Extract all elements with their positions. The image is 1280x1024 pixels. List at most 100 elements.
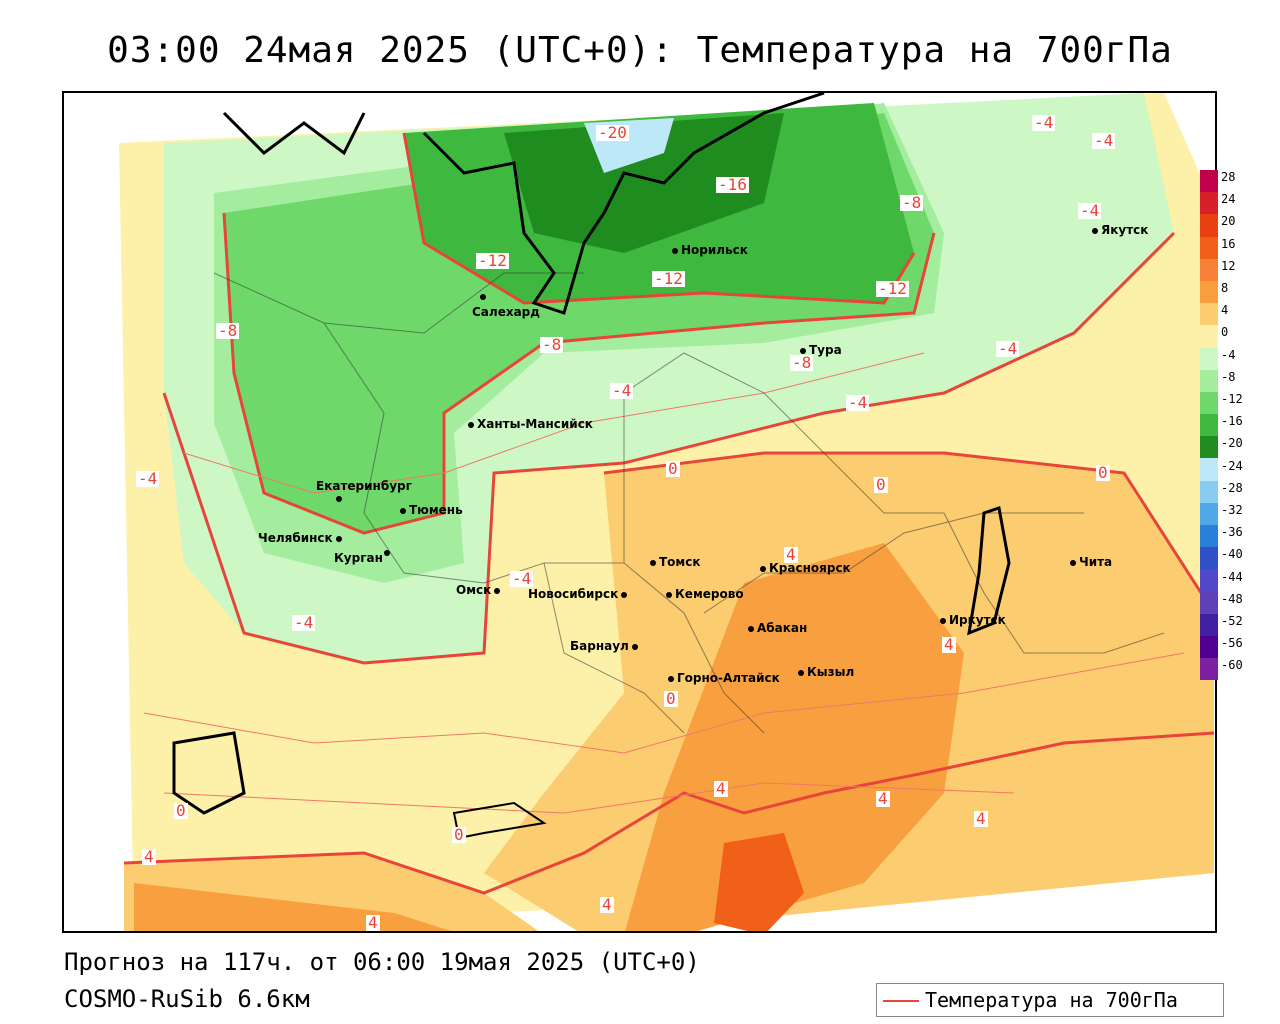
city-label: Чита [1079,555,1113,569]
city-label: Ханты-Мансийск [477,417,593,431]
legend-line-icon [883,1000,919,1002]
color-scale-tick-label: 4 [1221,303,1229,318]
city-label: Кемерово [675,587,744,601]
contour-label: 0 [174,801,188,820]
city-tura: Тура [800,343,842,357]
city-barnaul: Барнаул [570,639,641,653]
color-scale-tick-label: 16 [1221,236,1236,251]
city-label: Томск [659,555,701,569]
contour-label: 4 [600,895,614,914]
contour-label: -8 [900,193,924,212]
color-scale-tick-label: -4 [1221,347,1236,362]
color-scale-cell [1200,591,1218,614]
city-novosibirsk: Новосибирск [528,587,630,601]
city-chita: Чита [1070,555,1112,569]
city-label: Омск [456,583,492,597]
map-fields [119,93,1215,931]
city-dot-icon [468,421,474,428]
city-dot-icon [631,643,638,650]
contour-label: -12 [876,279,909,298]
city-irkutsk: Иркутск [940,613,1006,627]
city-ekaterinburg-label: Екатеринбург [316,479,412,493]
contour-label: 0 [664,689,678,708]
color-scale-tick-label: 20 [1221,214,1236,229]
city-dot-icon [800,347,806,354]
chart-title: 03:00 24мая 2025 (UTC+0): Температура на… [107,30,1173,71]
contour-label: 4 [876,789,890,808]
cold-zone--16--20 [504,113,784,253]
color-scale-cell [1200,547,1218,570]
city-tomsk: Томск [650,555,701,569]
warmer-zone-4-8 [625,543,964,931]
color-scale-tick-label: -40 [1221,547,1243,562]
contour-label: -12 [652,269,685,288]
color-scale-tick-label: -48 [1221,591,1243,606]
city-label: Горно-Алтайск [677,671,780,685]
city-salekhard-label: Салехард [472,305,540,319]
color-scale-cell [1200,569,1218,592]
city-dot-icon [384,549,390,556]
city-dot-icon [672,247,678,254]
contour-label: 4 [142,847,156,866]
color-scale-cell [1200,258,1218,281]
city-label: Иркутск [949,613,1006,627]
color-scale-cell [1200,391,1218,415]
color-scale-cell [1200,525,1218,548]
city-label: Тюмень [409,503,463,517]
color-scale-tick-label: 28 [1221,170,1236,184]
color-scale-tick-label: -36 [1221,525,1243,540]
city-dot-icon [335,535,342,542]
color-scale-cell [1200,502,1218,525]
color-scale-cell [1200,280,1218,304]
contour-label: -8 [790,353,814,372]
city-dot-icon [336,495,342,502]
baikal-lake [967,506,1011,636]
color-scale-cell [1200,214,1218,237]
color-scale-bar [1200,170,1218,681]
kara-coastline [222,111,366,156]
city-ekaterinburg [336,491,345,505]
contour-label: 0 [452,825,466,844]
city-dot-icon [621,591,628,598]
city-label: Якутск [1101,223,1149,237]
city-gorno-altaysk: Горно-Алтайск [668,671,780,685]
contour-label: 0 [1096,463,1110,482]
contour-label: -16 [716,175,749,194]
city-dot-icon [666,591,672,598]
city-dot-icon [748,625,754,632]
color-scale-tick-label: -60 [1221,658,1243,673]
city-dot-icon [1070,559,1076,566]
city-label: Красноярск [769,561,851,575]
color-scale-cell [1200,635,1218,659]
city-dot-icon [650,559,656,566]
city-label: Новосибирск [528,587,619,601]
contour-label: -4 [510,569,534,588]
color-scale-tick-label: 8 [1221,281,1229,295]
color-scale-cell [1200,170,1218,193]
city-dot-icon [760,565,766,572]
city-dot-icon [400,507,406,514]
legend-label: Температура на 700гПа [925,988,1178,1012]
contour-label: -12 [476,251,509,270]
contour-label: -8 [216,321,240,340]
forecast-info: Прогноз на 117ч. от 06:00 19мая 2025 (UT… [64,948,700,976]
city-label: Екатеринбург [316,479,412,493]
color-scale-cell [1200,658,1218,681]
city-tyumen: Тюмень [400,503,463,517]
city-kurgan-label: Курган [334,551,383,565]
city-khanty-mansiysk: Ханты-Мансийск [468,417,593,431]
contour-label: 4 [366,913,380,932]
city-chelyabinsk: Челябинск [258,531,345,545]
contour-label: -4 [1032,113,1056,132]
temperature-map: -20 -16 -12 -12 -12 -8 -8 -8 -8 -4 -4 -4… [62,91,1217,933]
city-salekhard [480,289,489,303]
color-scale-tick-label: 24 [1221,192,1236,207]
city-kurgan [384,545,393,559]
contour-label: 4 [974,809,988,828]
color-scale-tick-label: -12 [1221,392,1243,406]
model-info: COSMO-RuSib 6.6км [64,985,310,1013]
contour-label: -4 [136,469,160,488]
city-kyzyl: Кызыл [798,665,854,679]
color-scale-cell [1200,613,1218,636]
color-scale-cell [1200,369,1218,392]
